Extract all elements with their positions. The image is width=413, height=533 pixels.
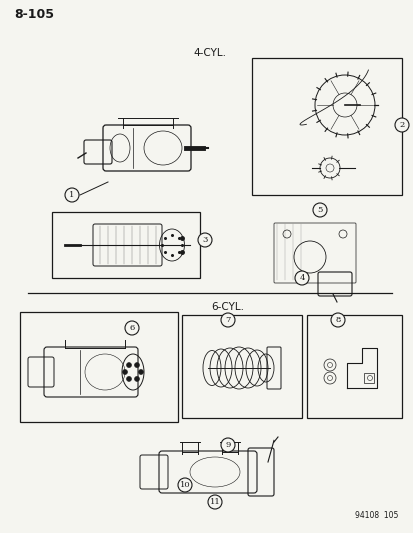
- Text: 8: 8: [335, 316, 340, 324]
- Text: 8-105: 8-105: [14, 8, 54, 21]
- Text: 9: 9: [225, 441, 230, 449]
- Circle shape: [126, 362, 131, 368]
- Text: 6: 6: [129, 324, 134, 332]
- Circle shape: [134, 376, 139, 382]
- Bar: [363, 373, 373, 383]
- Text: 1: 1: [69, 191, 74, 199]
- Circle shape: [65, 188, 79, 202]
- Circle shape: [197, 233, 211, 247]
- Text: 10: 10: [179, 481, 190, 489]
- Bar: [52, 212, 199, 278]
- Bar: [306, 315, 401, 418]
- Circle shape: [207, 495, 221, 509]
- Text: 4-CYL.: 4-CYL.: [193, 48, 226, 58]
- Text: 4: 4: [299, 274, 304, 282]
- Bar: [252, 58, 401, 195]
- Circle shape: [294, 271, 308, 285]
- Text: 3: 3: [202, 236, 207, 244]
- Circle shape: [394, 118, 408, 132]
- Circle shape: [134, 362, 139, 368]
- Circle shape: [221, 313, 235, 327]
- Circle shape: [221, 438, 235, 452]
- Text: 11: 11: [209, 498, 220, 506]
- Text: 5: 5: [316, 206, 322, 214]
- Circle shape: [330, 313, 344, 327]
- Circle shape: [138, 369, 143, 375]
- Circle shape: [122, 369, 127, 375]
- Circle shape: [178, 478, 192, 492]
- Bar: [20, 312, 178, 422]
- Bar: [182, 315, 301, 418]
- Circle shape: [126, 376, 131, 382]
- Text: 7: 7: [225, 316, 230, 324]
- Circle shape: [312, 203, 326, 217]
- Text: 94108  105: 94108 105: [354, 511, 397, 520]
- Circle shape: [125, 321, 139, 335]
- Text: 2: 2: [399, 121, 404, 129]
- Text: 6-CYL.: 6-CYL.: [211, 302, 244, 312]
